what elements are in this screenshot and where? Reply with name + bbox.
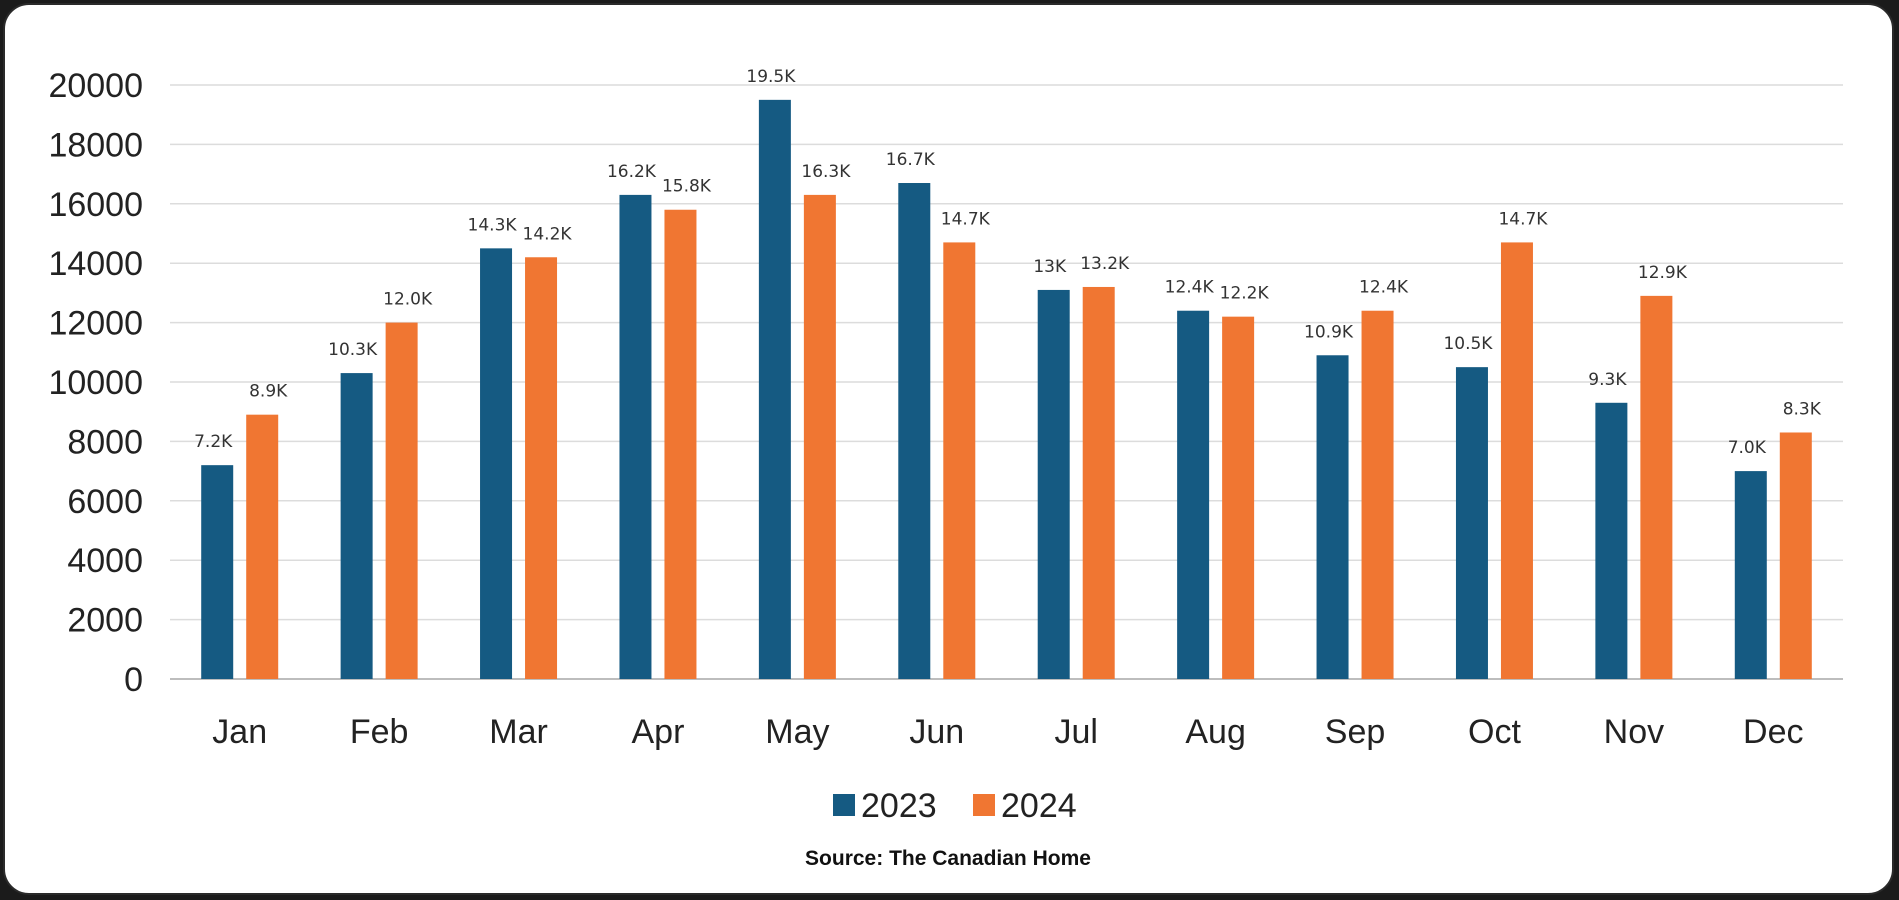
x-tick-label: Feb <box>350 713 409 751</box>
data-label: 12.9K <box>1638 263 1688 283</box>
bar-2023-Aug <box>1177 310 1210 679</box>
data-label: 10.3K <box>328 340 378 360</box>
bar-2023-Jul <box>1037 289 1070 679</box>
bar-2024-Nov <box>1640 295 1673 679</box>
bar-2023-Mar <box>480 248 513 679</box>
bar-2023-Jan <box>201 465 234 679</box>
bar-2023-May <box>758 99 791 680</box>
source-note: Source: The Canadian Home <box>805 847 1091 870</box>
x-tick-label: Apr <box>631 713 684 751</box>
bar-2024-Jan <box>246 414 279 679</box>
data-label: 8.3K <box>1783 399 1822 419</box>
legend-label-2023: 2023 <box>861 787 937 825</box>
bar-2023-Oct <box>1455 367 1488 679</box>
data-label: 10.9K <box>1304 322 1354 342</box>
x-tick-label: Sep <box>1325 713 1386 751</box>
x-tick-label: Nov <box>1604 713 1664 751</box>
y-axis: 0 2000 4000 6000 8000 10000 12000 14000 16000 180… <box>48 67 143 699</box>
bar-2024-Jun <box>943 242 976 679</box>
x-tick-label: May <box>765 713 829 751</box>
data-label: 14.7K <box>1498 209 1548 229</box>
y-tick-label: 4000 <box>67 542 143 580</box>
data-label: 16.2K <box>607 162 657 182</box>
data-label: 10.5K <box>1443 334 1493 354</box>
bar-2023-Sep <box>1316 355 1349 679</box>
bar-2024-Mar <box>525 257 558 679</box>
data-label: 16.3K <box>801 162 851 182</box>
data-label: 14.7K <box>941 209 991 229</box>
x-tick-label: Jul <box>1054 713 1097 751</box>
y-tick-label: 8000 <box>67 423 143 461</box>
bar-2023-Dec <box>1734 471 1767 679</box>
y-tick-label: 20000 <box>48 67 143 105</box>
y-tick-label: 0 <box>124 661 143 699</box>
bar-chart: 0 2000 4000 6000 8000 10000 12000 14000 16000 180… <box>48 67 1843 870</box>
data-label: 12.4K <box>1165 278 1215 298</box>
data-label: 12.4K <box>1359 278 1409 298</box>
data-label: 16.7K <box>886 150 936 170</box>
bar-2024-Oct <box>1500 242 1533 679</box>
bar-2023-Apr <box>619 194 652 679</box>
y-tick-label: 16000 <box>48 186 143 224</box>
gridlines <box>170 84 1843 680</box>
y-tick-label: 2000 <box>67 602 143 640</box>
x-tick-label: Oct <box>1468 713 1521 751</box>
data-label: 8.9K <box>249 382 288 402</box>
bars <box>201 99 1812 680</box>
data-label: 14.2K <box>523 224 573 244</box>
bar-2024-Dec <box>1779 432 1812 679</box>
legend: 2023 2024 <box>833 787 1077 825</box>
x-tick-label: Dec <box>1743 713 1803 751</box>
y-tick-label: 12000 <box>48 305 143 343</box>
bar-2024-Jul <box>1082 286 1115 679</box>
data-label: 12.0K <box>383 290 433 310</box>
data-label: 12.2K <box>1220 284 1270 304</box>
bar-2024-May <box>803 194 836 679</box>
bar-2024-Feb <box>385 322 418 679</box>
data-label: 13.2K <box>1080 254 1130 274</box>
data-label: 7.0K <box>1728 438 1767 458</box>
bar-2024-Sep <box>1361 310 1394 679</box>
bar-2024-Apr <box>664 209 697 680</box>
legend-swatch-2023 <box>833 794 855 816</box>
data-label: 9.3K <box>1588 370 1627 390</box>
x-tick-label: Jun <box>909 713 964 751</box>
bar-2024-Aug <box>1222 316 1255 679</box>
data-label: 7.2K <box>194 432 233 452</box>
x-axis: Jan Feb Mar Apr May Jun Jul Aug Sep Oct Nov Dec <box>212 713 1803 751</box>
y-tick-label: 6000 <box>67 483 143 521</box>
bar-2023-Jun <box>898 183 931 679</box>
x-tick-label: Jan <box>212 713 267 751</box>
y-tick-label: 10000 <box>48 364 143 402</box>
data-label: 19.5K <box>746 67 796 87</box>
data-label: 15.8K <box>662 177 712 197</box>
y-tick-label: 14000 <box>48 245 143 283</box>
bar-2023-Feb <box>340 373 373 679</box>
y-tick-label: 18000 <box>48 126 143 164</box>
legend-swatch-2024 <box>973 794 995 816</box>
chart-frame: 0 2000 4000 6000 8000 10000 12000 14000 16000 180… <box>3 3 1894 895</box>
legend-label-2024: 2024 <box>1001 787 1077 825</box>
data-label: 13K <box>1033 257 1067 277</box>
x-tick-label: Aug <box>1185 713 1246 751</box>
data-label: 14.3K <box>468 215 518 235</box>
bar-2023-Nov <box>1595 402 1628 679</box>
x-tick-label: Mar <box>489 713 548 751</box>
